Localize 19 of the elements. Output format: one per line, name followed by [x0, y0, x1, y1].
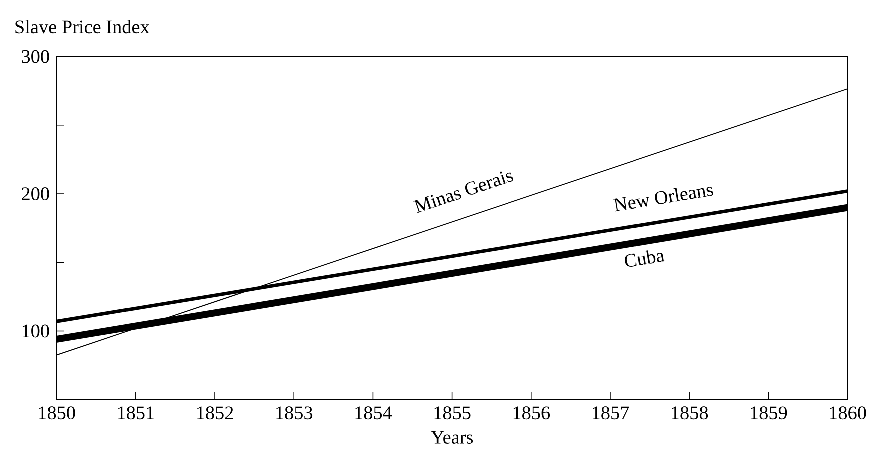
- y-axis-title: Slave Price Index: [16, 20, 150, 34]
- x-tick-label: 1855: [434, 406, 471, 420]
- y-tick-label: 300: [22, 50, 50, 64]
- x-tick-label: 1860: [830, 406, 866, 420]
- x-tick-label: 1854: [356, 406, 392, 420]
- x-tick-label: 1858: [672, 406, 708, 420]
- text: Minas Gerais: [414, 172, 514, 214]
- x-tick-label: 1853: [276, 406, 313, 420]
- y-tick-label: 100: [22, 324, 50, 338]
- text: Cuba: [625, 250, 666, 268]
- x-tick-label: 1859: [751, 406, 788, 420]
- x-tick-label: 1850: [39, 406, 76, 420]
- x-tick-label: 1857: [592, 406, 630, 420]
- y-tick-label: 200: [22, 188, 50, 201]
- x-tick-label: 1856: [514, 406, 550, 420]
- x-axis-title: Years: [431, 431, 474, 444]
- x-tick-label: 1852: [197, 406, 234, 420]
- text: New Orleans: [614, 187, 714, 212]
- x-tick-label: 1851: [118, 406, 154, 420]
